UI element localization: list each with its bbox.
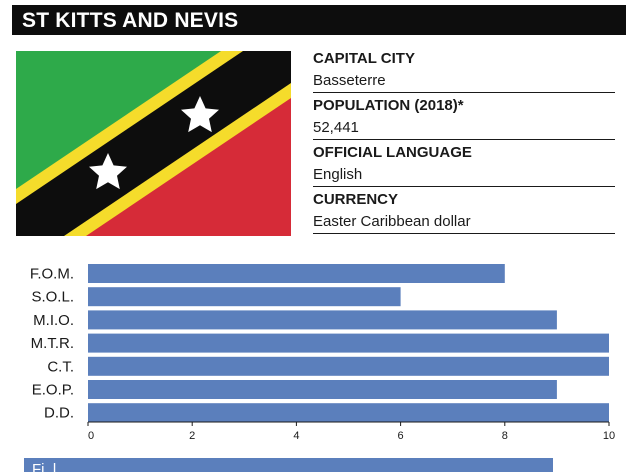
- bar-mtr: [88, 333, 609, 353]
- next-section-header: Fi..l: [24, 458, 553, 472]
- flag-star-upper: [181, 96, 219, 133]
- capital-value: Basseterre: [313, 70, 615, 93]
- category-label: D.D.: [44, 405, 74, 422]
- bar-sol: [88, 287, 401, 307]
- category-label: M.T.R.: [31, 335, 74, 352]
- capital-label: CAPITAL CITY: [313, 50, 415, 67]
- category-label: F.O.M.: [30, 266, 74, 283]
- title-bar: ST KITTS AND NEVIS: [12, 5, 626, 35]
- category-label: C.T.: [47, 358, 74, 375]
- bar-ct: [88, 356, 609, 376]
- currency-value: Easter Caribbean dollar: [313, 211, 615, 234]
- population-value: 52,441: [313, 117, 615, 140]
- bar-mio: [88, 310, 557, 330]
- population-label: POPULATION (2018)*: [313, 97, 464, 114]
- page-title: ST KITTS AND NEVIS: [22, 9, 239, 32]
- category-label: S.O.L.: [31, 289, 74, 306]
- language-value: English: [313, 164, 615, 187]
- currency-label: CURRENCY: [313, 191, 399, 208]
- x-tick-label: 10: [603, 430, 615, 442]
- x-tick-label: 0: [88, 430, 94, 442]
- category-label: E.O.P.: [32, 382, 74, 399]
- x-tick-label: 2: [189, 430, 195, 442]
- bar-dd: [88, 403, 609, 423]
- national-flag: [16, 51, 291, 236]
- next-section-title: Fi..l: [32, 461, 57, 472]
- language-label: OFFICIAL LANGUAGE: [313, 144, 472, 161]
- x-tick-label: 8: [502, 430, 508, 442]
- x-tick-label: 4: [293, 430, 299, 442]
- flag-black-band: [16, 51, 291, 236]
- indicator-bar-chart: F.O.M. S.O.L. M.I.O. M.T.R. C.T. E.O.P. D.D. 0 2…: [30, 264, 615, 442]
- bar-eop: [88, 380, 557, 399]
- country-info-panel: CAPITAL CITY Basseterre POPULATION (2018…: [313, 48, 615, 236]
- bar-fom: [88, 264, 505, 283]
- flag-star-lower: [89, 153, 127, 190]
- category-label: M.I.O.: [33, 312, 74, 329]
- x-tick-label: 6: [398, 430, 404, 442]
